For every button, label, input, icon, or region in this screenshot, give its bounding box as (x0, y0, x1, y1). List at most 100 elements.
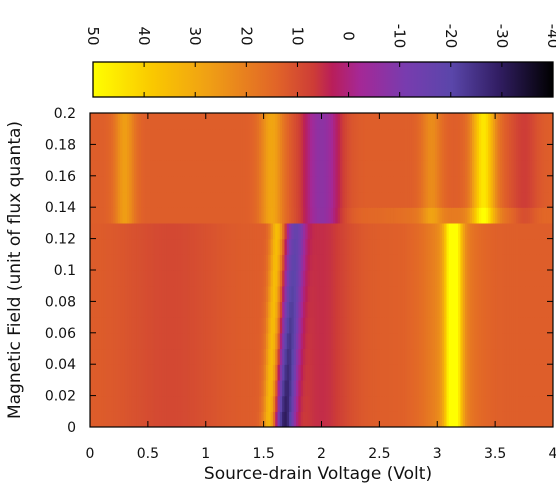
heatmap-cell (210, 301, 214, 318)
heatmap-cell (133, 238, 137, 255)
heatmap-cell (275, 128, 279, 145)
heatmap-cell (171, 175, 174, 193)
heatmap-cell (453, 301, 457, 318)
heatmap-cell (550, 144, 553, 161)
heatmap-cell (129, 364, 133, 381)
heatmap-cell (474, 348, 478, 365)
heatmap-cell (180, 175, 184, 193)
heatmap-cell (133, 379, 137, 397)
heatmap-cell (427, 222, 431, 240)
heatmap-cell (293, 411, 297, 427)
heatmap-cell (490, 191, 494, 208)
heatmap-cell (138, 317, 142, 334)
heatmap-cell (448, 175, 452, 193)
heatmap-cell (145, 175, 149, 193)
heatmap-cell (476, 175, 480, 193)
heatmap-cell (279, 348, 283, 365)
heatmap-cell (430, 379, 434, 397)
heatmap-cell (543, 254, 547, 271)
heatmap-cell (298, 395, 302, 412)
heatmap-cell (527, 317, 531, 334)
heatmap-cell (282, 254, 286, 271)
heatmap-cell (372, 317, 376, 334)
heatmap-cell (161, 113, 165, 130)
heatmap-cell (113, 144, 117, 161)
heatmap-cell (217, 317, 221, 334)
heatmap-cell (159, 332, 163, 350)
heatmap-cell (377, 175, 380, 193)
heatmap-cell (96, 207, 100, 224)
heatmap-cell (272, 379, 276, 397)
heatmap-cell (182, 379, 186, 397)
heatmap-cell (499, 144, 503, 161)
heatmap-cell (129, 144, 133, 161)
heatmap-cell (421, 191, 424, 208)
heatmap-cell (196, 348, 200, 365)
heatmap-cell (372, 113, 376, 130)
heatmap-cell (240, 301, 244, 318)
heatmap-cell (511, 301, 515, 318)
heatmap-cell (226, 113, 230, 130)
heatmap-cell (106, 160, 110, 177)
heatmap-cell (423, 144, 427, 161)
heatmap-cell (351, 379, 355, 397)
heatmap-cell (495, 379, 499, 397)
heatmap-cell (497, 207, 501, 224)
heatmap-cell (506, 285, 510, 302)
heatmap-cell (302, 254, 306, 271)
heatmap-cell (439, 379, 443, 397)
heatmap-cell (469, 113, 473, 130)
heatmap-cell (282, 175, 286, 193)
heatmap-cell (136, 238, 140, 255)
heatmap-cell (293, 395, 297, 412)
heatmap-cell (208, 301, 211, 318)
heatmap-cell (536, 332, 540, 350)
heatmap-cell (184, 301, 188, 318)
heatmap-cell (221, 207, 225, 224)
heatmap-cell (228, 332, 232, 350)
heatmap-cell (198, 270, 202, 287)
heatmap-cell (346, 175, 350, 193)
heatmap-cell (356, 144, 360, 161)
heatmap-cell (168, 128, 172, 145)
heatmap-cell (337, 285, 341, 302)
heatmap-cell (254, 238, 258, 255)
heatmap-cell (539, 144, 543, 161)
heatmap-cell (335, 395, 339, 412)
heatmap-cell (337, 222, 341, 240)
heatmap-cell (261, 207, 265, 224)
heatmap-cell (154, 175, 158, 193)
heatmap-cell (365, 285, 369, 302)
heatmap-cell (418, 285, 422, 302)
heatmap-cell (154, 332, 158, 350)
heatmap-cell (231, 113, 235, 130)
heatmap-cell (333, 379, 336, 397)
heatmap-cell (458, 301, 461, 318)
heatmap-cell (460, 364, 464, 381)
heatmap-cell (386, 207, 390, 224)
heatmap-cell (129, 160, 133, 177)
heatmap-cell (171, 364, 174, 381)
heatmap-cell (302, 379, 306, 397)
heatmap-cell (106, 364, 110, 381)
heatmap-cell (478, 301, 482, 318)
heatmap-cell (166, 285, 170, 302)
heatmap-cell (106, 113, 110, 130)
heatmap-cell (418, 301, 422, 318)
heatmap-cell (157, 128, 161, 145)
heatmap-cell (446, 348, 450, 365)
heatmap-cell (427, 238, 431, 255)
heatmap-cell (103, 254, 107, 271)
heatmap-cell (157, 207, 161, 224)
heatmap-cell (411, 191, 415, 208)
heatmap-cell (122, 191, 126, 208)
heatmap-cell (455, 144, 459, 161)
heatmap-cell (238, 411, 242, 427)
heatmap-cell (377, 254, 380, 271)
heatmap-cell (252, 332, 255, 350)
heatmap-cell (198, 144, 202, 161)
heatmap-cell (175, 238, 179, 255)
heatmap-cell (319, 175, 323, 193)
heatmap-cell (249, 411, 253, 427)
heatmap-cell (208, 144, 211, 161)
